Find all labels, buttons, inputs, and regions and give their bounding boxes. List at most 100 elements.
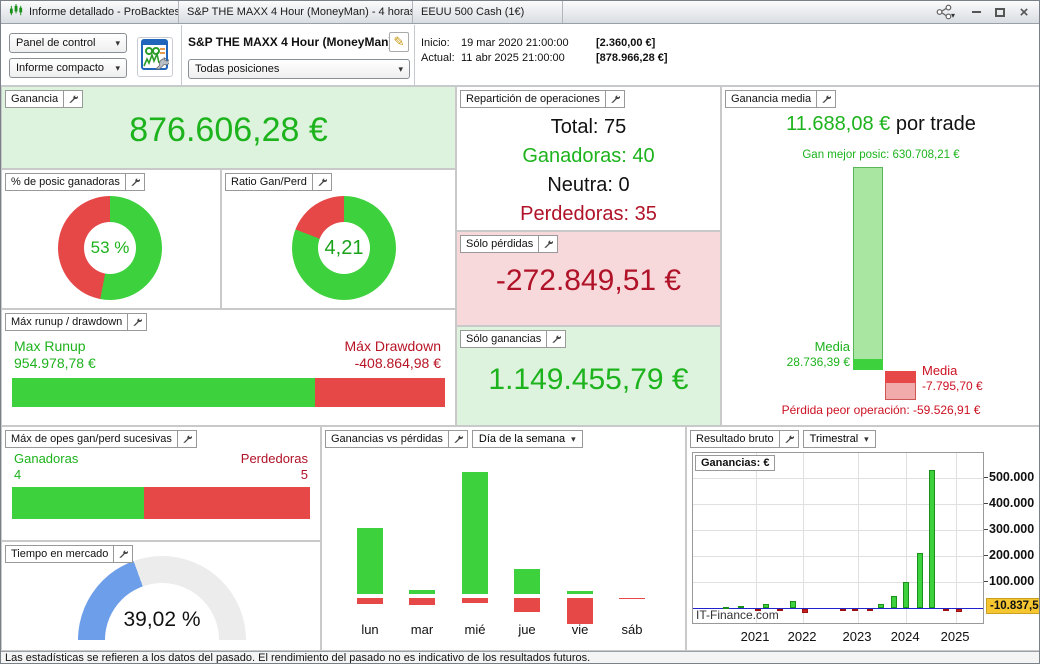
report-header: Panel de control ▾ Informe compacto ▾ bbox=[1, 25, 1039, 86]
wrench-icon[interactable] bbox=[125, 173, 145, 191]
wrench-icon[interactable] bbox=[114, 545, 134, 563]
y-tick bbox=[984, 581, 988, 582]
actual-row: Actual: 11 abr 2025 21:00:00 [878.966,28… bbox=[421, 52, 668, 64]
panel-label: Ganancia bbox=[5, 90, 65, 108]
panel-label: Máx de opes gan/perd sucesivas bbox=[5, 430, 178, 448]
share-icon[interactable]: ▾ bbox=[935, 4, 955, 20]
loss-bar bbox=[514, 598, 540, 612]
panel-label: Ganancias vs pérdidas bbox=[325, 430, 449, 448]
day-label: sáb bbox=[621, 622, 643, 637]
dia-semana-dropdown[interactable]: Día de la semana ▾ bbox=[471, 430, 583, 448]
tab-label: S&P THE MAXX 4 Hour (MoneyMan) - 4 horas bbox=[187, 6, 413, 18]
report-grid: Ganancia 876.606,28 € % de posic ganador… bbox=[1, 86, 1039, 651]
watermark: IT-Finance.com bbox=[696, 608, 779, 622]
panel-label: Ratio Gan/Perd bbox=[225, 173, 313, 191]
wrench-icon[interactable] bbox=[539, 235, 559, 253]
quarter-loss-bar bbox=[943, 609, 949, 611]
actual-amount: [878.966,28 €] bbox=[596, 52, 668, 64]
minimize-button[interactable] bbox=[965, 3, 987, 22]
quarter-gain-bar bbox=[917, 553, 923, 608]
h-gridline bbox=[693, 478, 983, 479]
panel-label: Ganancia media bbox=[725, 90, 818, 108]
wrench-icon[interactable] bbox=[547, 330, 567, 348]
inicio-amount: [2.360,00 €] bbox=[596, 37, 656, 49]
loss-bar bbox=[357, 598, 383, 604]
close-icon: × bbox=[1019, 3, 1029, 21]
chevron-down-icon: ▾ bbox=[115, 37, 120, 48]
wrench-icon[interactable] bbox=[64, 90, 84, 108]
panel-pct-ganadoras: % de posic ganadoras 53 % bbox=[1, 169, 221, 309]
panel-de-control-dropdown[interactable]: Panel de control ▾ bbox=[9, 33, 127, 53]
report-settings-button[interactable] bbox=[137, 37, 173, 77]
quarter-gain-bar bbox=[723, 607, 729, 609]
panel-ganancia-media: Ganancia media 11.688,08 € por trade Gan… bbox=[721, 86, 1039, 426]
day-label: mié bbox=[464, 622, 486, 637]
tab-strategy[interactable]: S&P THE MAXX 4 Hour (MoneyMan) - 4 horas bbox=[179, 1, 413, 23]
tab-informe-detallado[interactable]: Informe detallado - ProBacktest bbox=[1, 1, 179, 23]
avg-win-bar bbox=[853, 167, 883, 370]
stat-row: Perdedoras: 35 bbox=[520, 203, 657, 225]
v-gridline bbox=[803, 453, 805, 623]
ratio-donut: 4,21 bbox=[292, 196, 396, 300]
quarter-loss-bar bbox=[867, 609, 873, 611]
y-tick bbox=[984, 529, 988, 530]
v-gridline bbox=[857, 453, 859, 623]
max-drawdown-value: -408.864,98 € bbox=[354, 355, 441, 371]
stat-row: Neutra: 0 bbox=[547, 174, 630, 196]
x-tick-label: 2022 bbox=[787, 629, 817, 644]
pct-ganadoras-donut: 53 % bbox=[58, 196, 162, 300]
informe-compacto-dropdown[interactable]: Informe compacto ▾ bbox=[9, 58, 127, 78]
runup-drawdown-bar bbox=[12, 378, 445, 407]
quarterly-results-chart bbox=[692, 452, 984, 624]
quarter-gain-bar bbox=[878, 604, 884, 608]
header-separator bbox=[414, 25, 415, 85]
drawdown-bar-red bbox=[315, 378, 445, 407]
tiempo-value: 39,02 % bbox=[123, 608, 201, 631]
quarter-gain-bar bbox=[929, 470, 935, 608]
edit-strategy-button[interactable]: ✎ bbox=[389, 32, 409, 52]
trimestral-dropdown[interactable]: Trimestral ▾ bbox=[802, 430, 876, 448]
panel-sucesivas: Máx de opes gan/perd sucesivas Ganadoras… bbox=[1, 426, 321, 541]
panel-label: % de posic ganadoras bbox=[5, 173, 126, 191]
titlebar-spacer bbox=[563, 1, 935, 23]
wrench-icon[interactable] bbox=[312, 173, 332, 191]
panel-ganancias-vs-perdidas: Ganancias vs pérdidas Día de la semana ▾ … bbox=[321, 426, 686, 651]
y-tick bbox=[984, 555, 988, 556]
gain-bar bbox=[514, 569, 540, 594]
header-separator bbox=[181, 25, 182, 85]
sucesivas-win-label: Ganadoras bbox=[14, 451, 79, 466]
h-gridline bbox=[693, 504, 983, 505]
wrench-icon[interactable] bbox=[128, 313, 148, 331]
pencil-icon: ✎ bbox=[393, 34, 405, 49]
max-runup-label: Max Runup bbox=[14, 338, 86, 354]
chart-units-label: Ganancias: € bbox=[695, 455, 776, 471]
avg-loss-bar bbox=[885, 371, 916, 400]
y-tick bbox=[984, 477, 988, 478]
report-settings-icon bbox=[141, 38, 172, 76]
wrench-icon[interactable] bbox=[779, 430, 799, 448]
wrench-icon[interactable] bbox=[605, 90, 625, 108]
wrench-icon[interactable] bbox=[817, 90, 837, 108]
disclaimer-text: Las estadísticas se refieren a los datos… bbox=[5, 652, 591, 664]
wrench-icon[interactable] bbox=[448, 430, 468, 448]
sucesivas-bar-green bbox=[12, 487, 145, 519]
gain-bar bbox=[357, 528, 383, 594]
stat-row: Ganadoras: 40 bbox=[522, 145, 655, 167]
close-button[interactable]: × bbox=[1013, 3, 1035, 22]
h-gridline bbox=[693, 556, 983, 557]
wrench-icon[interactable] bbox=[177, 430, 197, 448]
panel-resultado-bruto: Resultado bruto Trimestral ▾ Ganancias: €… bbox=[686, 426, 1039, 651]
positions-dropdown[interactable]: Todas posiciones ▾ bbox=[188, 59, 410, 79]
quarter-gain-bar bbox=[738, 606, 744, 608]
disclaimer-bar: Las estadísticas se refieren a los datos… bbox=[1, 651, 1039, 664]
maximize-button[interactable] bbox=[989, 3, 1011, 22]
media-win-value: 28.736,39 € bbox=[786, 355, 850, 369]
tab-instrument[interactable]: EEUU 500 Cash (1€) bbox=[413, 1, 563, 23]
v-gridline bbox=[756, 453, 758, 623]
x-tick-label: 2025 bbox=[940, 629, 970, 644]
sucesivas-bar bbox=[12, 487, 310, 519]
sucesivas-win-value: 4 bbox=[14, 467, 22, 482]
maximize-icon bbox=[995, 7, 1005, 17]
donut-hole: 4,21 bbox=[318, 222, 370, 274]
